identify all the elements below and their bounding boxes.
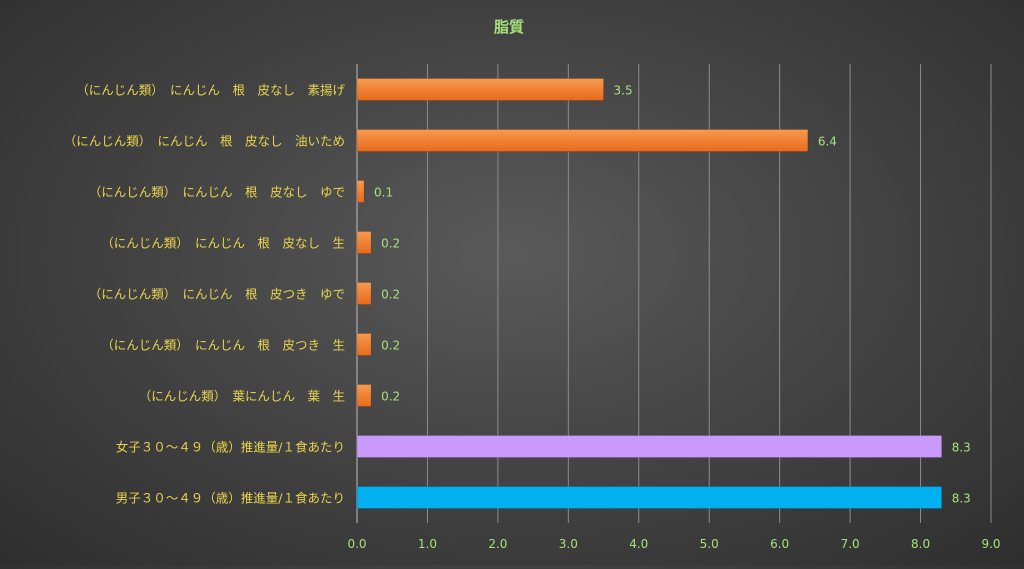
tick-layer: 0.0 1.0 2.0 3.0 4.0 5.0 6.0 7.0 8.0 9.0 [347, 537, 1000, 551]
bar [356, 180, 365, 203]
bar [356, 282, 372, 305]
x-tick-label: 7.0 [841, 537, 860, 551]
data-label: 8.3 [952, 492, 971, 506]
data-label: 0.2 [381, 339, 400, 353]
bar [356, 486, 942, 509]
label-layer: 3.5 （にんじん類） にんじん 根 皮なし 素揚げ 6.4 （にんじん類） にんじん… [64, 83, 971, 506]
category-label: （にんじん類） にんじん 根 皮なし 生 [101, 236, 345, 251]
x-tick-label: 9.0 [981, 537, 1000, 551]
x-tick-label: 8.0 [911, 537, 930, 551]
category-label: 女子３０～４９（歳）推進量/１食あたり [116, 440, 345, 455]
data-label: 0.2 [381, 390, 400, 404]
bar [356, 435, 942, 458]
chart-title: 脂質 [494, 18, 524, 36]
data-label: 3.5 [614, 84, 633, 98]
x-tick-label: 3.0 [559, 537, 578, 551]
bar [356, 231, 372, 254]
bar [356, 129, 809, 152]
bar [356, 78, 604, 101]
category-label: （にんじん類） にんじん 根 皮なし 素揚げ [76, 83, 345, 98]
bar-layer [356, 78, 942, 509]
category-label: （にんじん類） にんじん 根 皮なし 油いため [64, 134, 345, 149]
data-label: 0.2 [381, 288, 400, 302]
x-tick-label: 1.0 [418, 537, 437, 551]
x-tick-label: 5.0 [700, 537, 719, 551]
category-label: （にんじん類） 葉にんじん 葉 生 [139, 389, 345, 404]
data-label: 0.1 [374, 186, 393, 200]
data-label: 0.2 [381, 237, 400, 251]
category-label: 男子３０～４９（歳）推進量/１食あたり [116, 491, 345, 506]
x-tick-label: 6.0 [770, 537, 789, 551]
category-label: （にんじん類） にんじん 根 皮なし ゆで [89, 185, 345, 200]
bar [356, 333, 372, 356]
data-label: 8.3 [952, 441, 971, 455]
bar [356, 384, 372, 407]
x-tick-label: 0.0 [347, 537, 366, 551]
x-tick-label: 2.0 [488, 537, 507, 551]
data-label: 6.4 [818, 135, 837, 149]
category-label: （にんじん類） にんじん 根 皮つき 生 [101, 338, 345, 353]
x-tick-label: 4.0 [629, 537, 648, 551]
category-label: （にんじん類） にんじん 根 皮つき ゆで [89, 287, 345, 302]
